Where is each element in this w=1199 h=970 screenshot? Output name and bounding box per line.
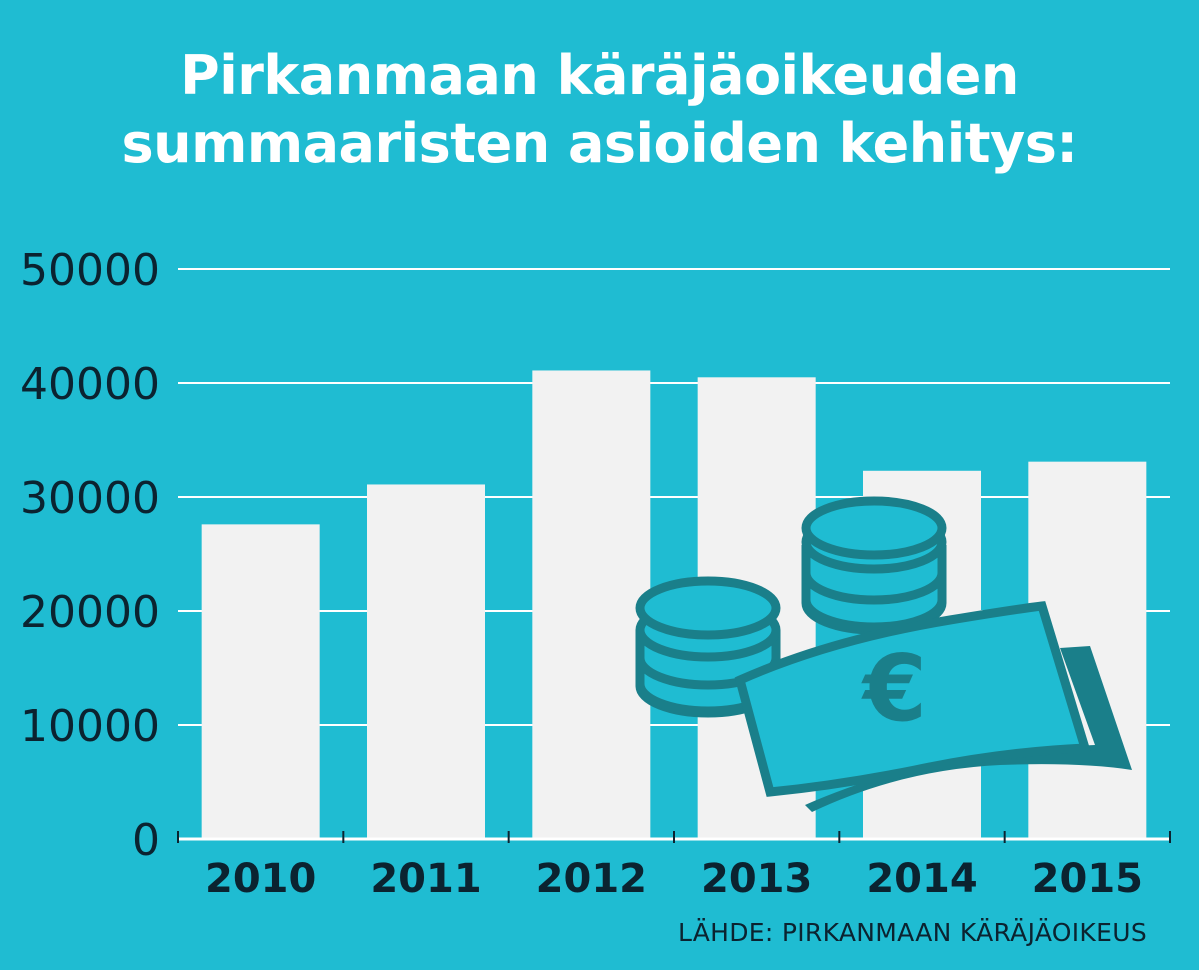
coins-stack-icon-2 xyxy=(801,496,947,635)
x-axis-labels: 2010 2011 2012 2013 2014 2015 xyxy=(205,856,1143,902)
bar-2012 xyxy=(532,370,651,839)
y-tick-label: 10000 xyxy=(20,701,160,752)
x-tick-label: 2015 xyxy=(1032,856,1143,902)
y-tick-label: 0 xyxy=(132,815,160,866)
euro-symbol: € xyxy=(861,635,927,742)
y-axis-ticks: 0 10000 20000 30000 40000 50000 xyxy=(20,245,160,866)
euro-banknote-icon xyxy=(734,601,1132,812)
y-tick-label: 20000 xyxy=(20,587,160,638)
x-tick-label: 2013 xyxy=(701,856,812,902)
y-tick-label: 30000 xyxy=(20,473,160,524)
bar-2011 xyxy=(367,484,485,839)
x-tick-label: 2012 xyxy=(536,856,647,902)
x-tick-label: 2011 xyxy=(370,856,481,902)
x-tick-label: 2010 xyxy=(205,856,316,902)
y-tick-label: 50000 xyxy=(20,245,160,296)
chart-title-line-2: summaaristen asioiden kehitys: xyxy=(121,112,1078,175)
money-illustration xyxy=(635,496,1132,812)
chart-title: Pirkanmaan käräjäoikeuden summaaristen a… xyxy=(0,42,1199,178)
bar-2010 xyxy=(201,524,320,839)
source-note: LÄHDE: PIRKANMAAN KÄRÄJÄOIKEUS xyxy=(677,918,1147,947)
chart-title-line-1: Pirkanmaan käräjäoikeuden xyxy=(180,44,1019,107)
x-tick-label: 2014 xyxy=(866,856,977,902)
y-tick-label: 40000 xyxy=(20,359,160,410)
x-axis xyxy=(177,831,1171,843)
